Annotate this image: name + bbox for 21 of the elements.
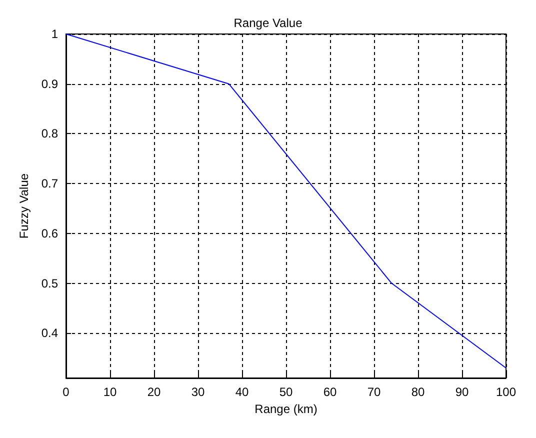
- x-axis-title: Range (km): [254, 402, 318, 416]
- x-tick-label: 100: [496, 385, 516, 399]
- x-tick-label: 40: [235, 385, 249, 399]
- x-tick-label: 80: [411, 385, 425, 399]
- x-tick-label: 70: [367, 385, 381, 399]
- x-tick-label: 50: [279, 385, 293, 399]
- chart-title: Range Value: [234, 16, 303, 30]
- x-tick-label: 60: [323, 385, 337, 399]
- y-axis-title: Fuzzy Value: [17, 173, 31, 239]
- y-tick-label: 0.7: [41, 176, 58, 191]
- y-tick-label: 0.6: [41, 226, 58, 240]
- x-tick-label: 30: [191, 385, 205, 399]
- y-tick-label: 0.9: [41, 76, 58, 91]
- x-tick-label: 90: [455, 385, 469, 399]
- x-tick-label: 20: [147, 385, 161, 399]
- y-tick-label: 0.4: [41, 326, 58, 340]
- y-tick-label: 0.5: [41, 276, 58, 290]
- x-tick-label: 0: [62, 385, 70, 399]
- y-tick-label: 0.8: [41, 126, 58, 141]
- y-tick-label: 1: [51, 27, 58, 41]
- x-tick-label: 10: [103, 385, 117, 399]
